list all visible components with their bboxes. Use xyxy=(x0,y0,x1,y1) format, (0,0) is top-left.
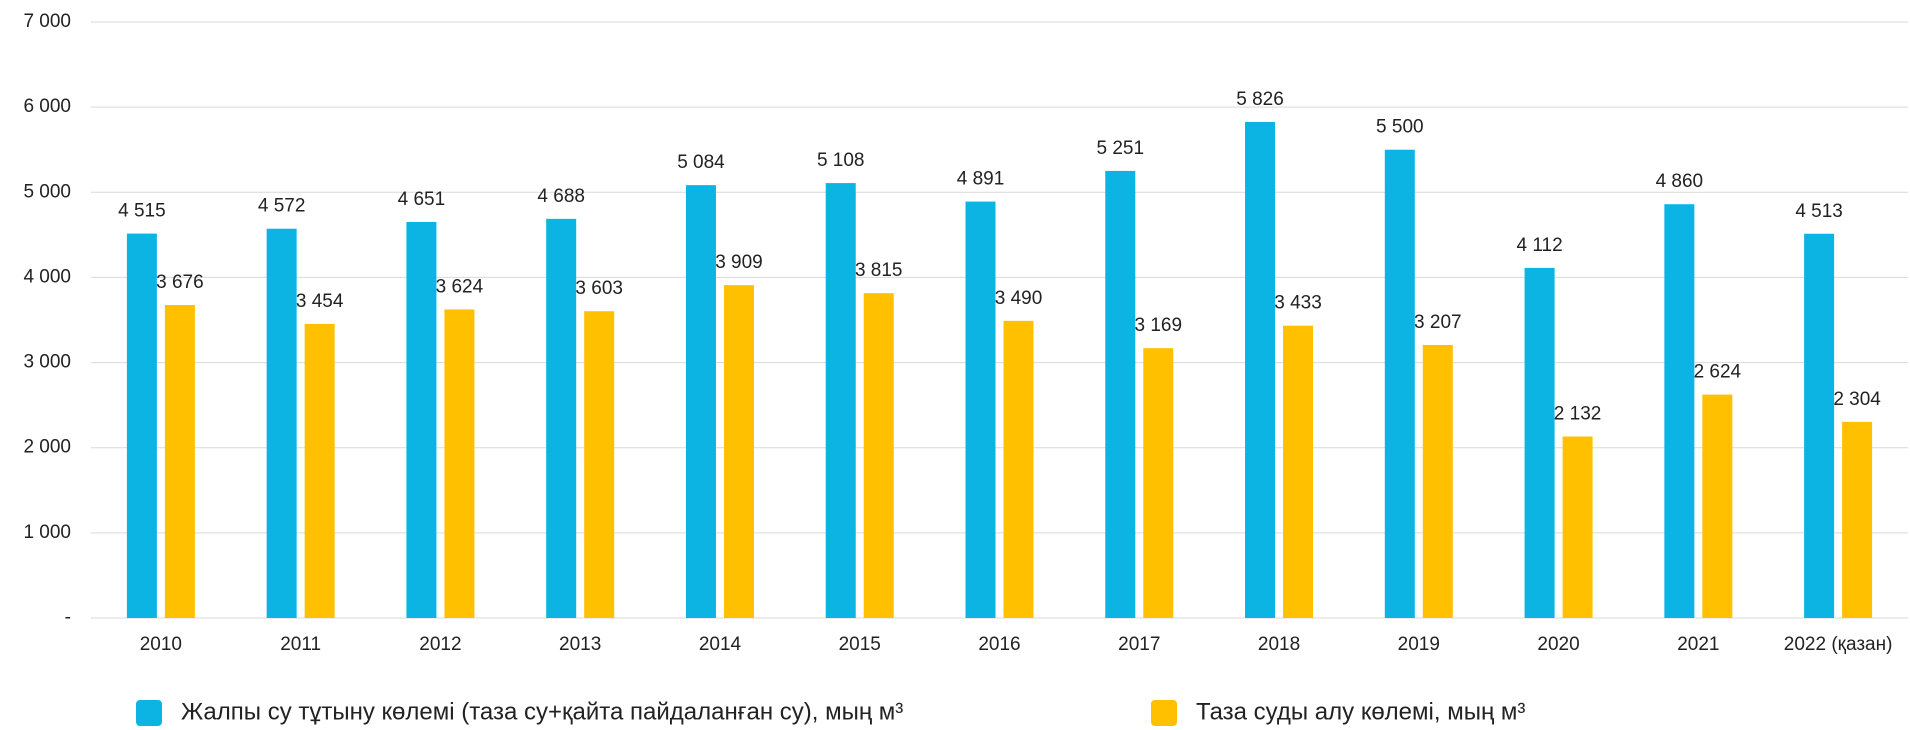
value-label: 2 304 xyxy=(1833,389,1881,410)
y-tick-label: 3 000 xyxy=(23,352,71,373)
bar xyxy=(1524,267,1555,618)
x-tick-label: 2018 xyxy=(1258,634,1300,655)
bar xyxy=(444,309,475,618)
x-tick-label: 2010 xyxy=(140,634,182,655)
bar xyxy=(126,233,157,618)
bar xyxy=(1003,320,1034,618)
y-tick-label: 4 000 xyxy=(23,266,71,287)
x-tick-label: 2011 xyxy=(280,634,321,655)
y-tick-label: 2 000 xyxy=(23,437,71,458)
value-label: 4 515 xyxy=(118,201,166,222)
value-label: 5 108 xyxy=(817,150,865,171)
bar xyxy=(1422,344,1453,618)
bar xyxy=(546,218,577,618)
value-label: 5 500 xyxy=(1376,117,1424,138)
bar xyxy=(1105,170,1136,618)
value-label: 4 688 xyxy=(537,186,585,207)
value-label: 4 572 xyxy=(258,196,306,217)
legend-label: Жалпы су тұтыну көлемі (таза су+қайта па… xyxy=(181,698,903,725)
value-label: 3 207 xyxy=(1414,312,1462,333)
value-label: 3 676 xyxy=(156,272,204,293)
bar xyxy=(863,293,894,618)
x-tick-label: 2019 xyxy=(1398,634,1440,655)
legend-swatch xyxy=(1151,700,1177,726)
bar xyxy=(584,311,615,618)
bar xyxy=(685,185,716,618)
x-tick-label: 2022 (қазан) xyxy=(1784,634,1893,655)
value-label: 3 454 xyxy=(296,291,344,312)
value-label: 2 132 xyxy=(1554,403,1602,424)
bar xyxy=(965,201,996,618)
bar xyxy=(304,323,335,618)
x-tick-label: 2021 xyxy=(1677,634,1719,655)
x-tick-label: 2013 xyxy=(559,634,601,655)
x-tick-label: 2015 xyxy=(839,634,881,655)
bar xyxy=(1384,149,1415,618)
value-label: 4 651 xyxy=(398,189,446,210)
value-label: 3 490 xyxy=(995,288,1043,309)
x-tick-label: 2017 xyxy=(1118,634,1160,655)
legend-swatch xyxy=(136,700,162,726)
value-label: 3 169 xyxy=(1134,315,1182,336)
bar xyxy=(1143,348,1174,618)
value-label: 4 513 xyxy=(1795,201,1843,222)
x-tick-label: 2020 xyxy=(1537,634,1579,655)
legend-label: Таза суды алу көлемі, мың м³ xyxy=(1196,698,1525,725)
bar xyxy=(164,305,195,618)
bar xyxy=(723,285,754,618)
x-tick-label: 2014 xyxy=(699,634,742,655)
value-label: 4 112 xyxy=(1517,235,1563,256)
value-label: 3 603 xyxy=(575,278,623,299)
y-tick-label: - xyxy=(65,607,71,628)
bar xyxy=(1702,394,1733,618)
bar xyxy=(1804,233,1835,618)
bar xyxy=(1664,204,1695,618)
value-label: 2 624 xyxy=(1694,362,1742,383)
value-label: 5 826 xyxy=(1236,89,1284,110)
bar xyxy=(406,222,437,619)
bar xyxy=(266,228,297,618)
y-tick-label: 6 000 xyxy=(23,96,71,117)
x-tick-label: 2012 xyxy=(419,634,461,655)
value-label: 4 891 xyxy=(957,169,1005,190)
value-label: 3 909 xyxy=(715,252,763,273)
y-tick-label: 1 000 xyxy=(23,522,71,543)
value-label: 5 251 xyxy=(1096,138,1144,159)
bar xyxy=(825,183,856,619)
y-tick-label: 7 000 xyxy=(23,11,71,32)
value-label: 3 433 xyxy=(1274,293,1322,314)
bar xyxy=(1245,121,1276,619)
value-label: 3 815 xyxy=(855,260,903,281)
value-label: 3 624 xyxy=(436,276,484,297)
bar xyxy=(1283,325,1314,618)
bar xyxy=(1562,436,1593,618)
value-label: 5 084 xyxy=(677,152,725,173)
bar xyxy=(1842,421,1873,618)
value-label: 4 860 xyxy=(1656,171,1704,192)
x-tick-label: 2016 xyxy=(978,634,1020,655)
y-tick-label: 5 000 xyxy=(23,181,71,202)
